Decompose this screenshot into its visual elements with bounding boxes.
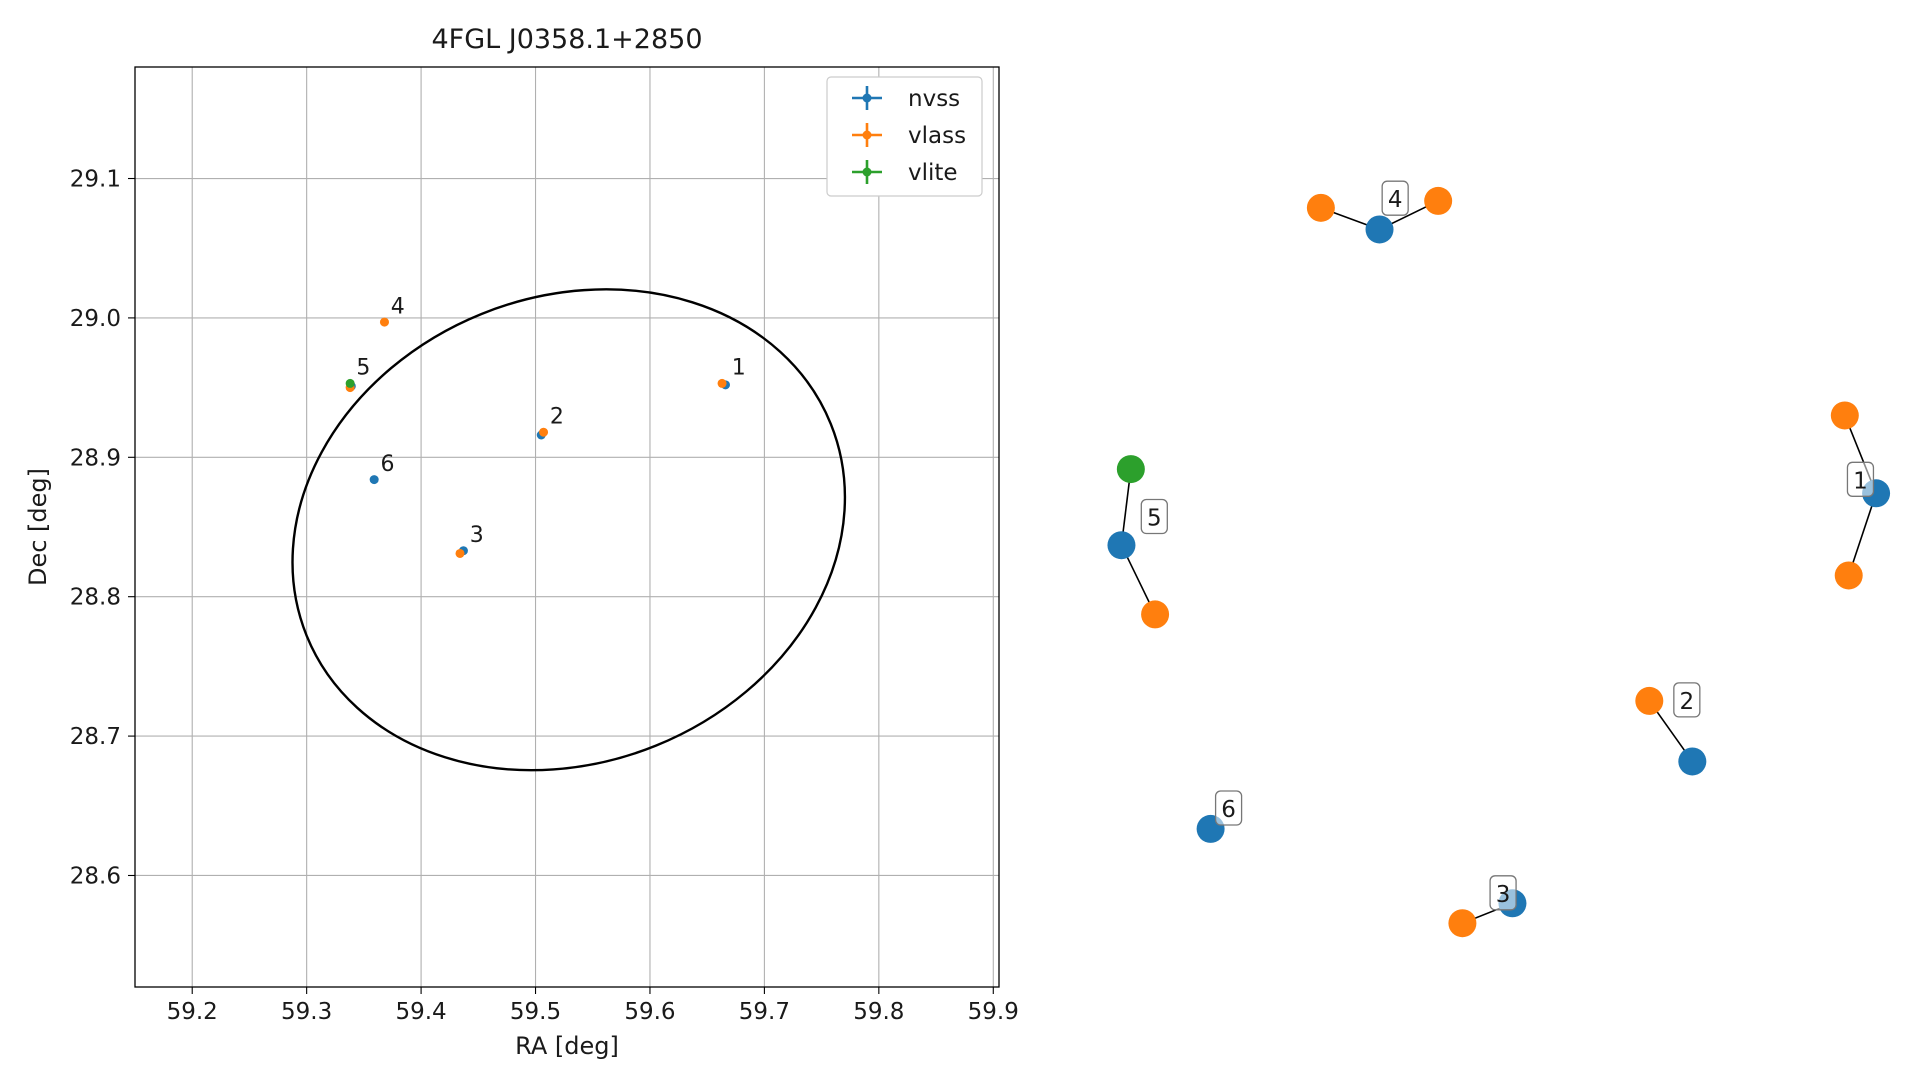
x-tick-label: 59.9 bbox=[968, 999, 1019, 1025]
point-label: 5 bbox=[356, 356, 370, 381]
y-tick-label: 28.8 bbox=[70, 585, 121, 611]
legend-item-vlite: vlite bbox=[852, 160, 958, 186]
node-label: 2 bbox=[1680, 689, 1695, 715]
vlass-node bbox=[1141, 600, 1170, 629]
vlass-node bbox=[1834, 561, 1863, 590]
nvss-node bbox=[1365, 215, 1394, 244]
vlass-point bbox=[379, 317, 389, 327]
point-label: 6 bbox=[380, 452, 394, 477]
point-label: 3 bbox=[470, 523, 484, 548]
vlass-point bbox=[455, 548, 465, 558]
vlass-point bbox=[539, 427, 549, 437]
x-tick-label: 59.2 bbox=[167, 999, 218, 1025]
uncertainty-ellipse-layer bbox=[291, 288, 847, 772]
legend-item-nvss: nvss bbox=[852, 86, 960, 112]
point-label: 1 bbox=[732, 356, 746, 381]
y-ticks: 28.6 28.7 28.8 28.9 29.0 29.1 bbox=[70, 167, 135, 889]
network-group-1: 1 bbox=[1830, 401, 1891, 590]
vlite-node bbox=[1116, 455, 1145, 484]
y-tick-label: 29.1 bbox=[70, 167, 121, 193]
y-axis-label: Dec [deg] bbox=[24, 468, 52, 586]
legend-items: nvss vlass vlite bbox=[852, 86, 966, 186]
plot-border bbox=[134, 66, 1000, 988]
network-edge bbox=[1847, 493, 1877, 576]
y-tick-label: 28.6 bbox=[70, 863, 121, 889]
chart-title: 4FGL J0358.1+2850 bbox=[431, 24, 702, 55]
nvss-node bbox=[1678, 747, 1707, 776]
x-tick-label: 59.5 bbox=[510, 999, 561, 1025]
y-tick-label: 29.0 bbox=[70, 306, 121, 332]
x-tick-label: 59.6 bbox=[624, 999, 675, 1025]
legend-label: vlite bbox=[908, 160, 958, 186]
legend-marker-dot bbox=[862, 93, 872, 103]
vlass-node bbox=[1635, 686, 1664, 715]
x-tick-label: 59.7 bbox=[739, 999, 790, 1025]
x-tick-label: 59.3 bbox=[281, 999, 332, 1025]
vlass-point bbox=[717, 378, 727, 388]
node-label-box bbox=[1846, 461, 1875, 497]
point-labels-layer: 1 2 3 4 5 6 bbox=[356, 294, 745, 548]
legend-marker-dot bbox=[862, 130, 872, 140]
x-axis-label: RA [deg] bbox=[515, 1032, 619, 1060]
node-label: 3 bbox=[1496, 882, 1511, 908]
node-label-box bbox=[1381, 180, 1409, 216]
vlass-node bbox=[1830, 401, 1859, 430]
network-group-6: 6 bbox=[1196, 790, 1243, 843]
node-label-box bbox=[1673, 682, 1701, 718]
legend-marker-dot bbox=[862, 167, 872, 177]
nvss-node bbox=[1107, 531, 1136, 560]
network-graph: 1 2 3 4 5 6 bbox=[1107, 180, 1891, 938]
x-ticks: 59.2 59.3 59.4 59.5 59.6 59.7 59.8 59.9 bbox=[167, 987, 1019, 1025]
node-label-box bbox=[1489, 875, 1517, 911]
y-tick-label: 28.9 bbox=[70, 445, 121, 471]
plot-area bbox=[135, 67, 999, 987]
node-label-box bbox=[1140, 498, 1168, 535]
node-label-box bbox=[1214, 790, 1243, 826]
node-label: 1 bbox=[1853, 468, 1868, 494]
node-label: 4 bbox=[1388, 187, 1403, 213]
legend-label: vlass bbox=[908, 123, 966, 149]
vlass-node bbox=[1306, 193, 1335, 222]
network-group-3: 3 bbox=[1448, 875, 1527, 938]
node-label: 5 bbox=[1147, 506, 1162, 532]
network-group-2: 2 bbox=[1635, 682, 1707, 776]
legend-label: nvss bbox=[908, 86, 960, 112]
node-label: 6 bbox=[1221, 797, 1236, 823]
vlite-point bbox=[345, 378, 355, 388]
x-tick-label: 59.8 bbox=[853, 999, 904, 1025]
network-group-4: 4 bbox=[1306, 180, 1453, 244]
y-tick-label: 28.7 bbox=[70, 724, 121, 750]
uncertainty-ellipse bbox=[291, 288, 847, 772]
point-label: 2 bbox=[550, 404, 564, 429]
points-layer bbox=[345, 317, 730, 558]
nvss-point bbox=[369, 475, 379, 485]
legend: nvss vlass vlite bbox=[826, 76, 983, 197]
network-group-5: 5 bbox=[1107, 455, 1170, 629]
x-tick-label: 59.4 bbox=[395, 999, 446, 1025]
legend-item-vlass: vlass bbox=[852, 123, 966, 149]
vlass-node bbox=[1424, 186, 1453, 215]
point-label: 4 bbox=[391, 294, 405, 319]
vlass-node bbox=[1448, 909, 1477, 938]
